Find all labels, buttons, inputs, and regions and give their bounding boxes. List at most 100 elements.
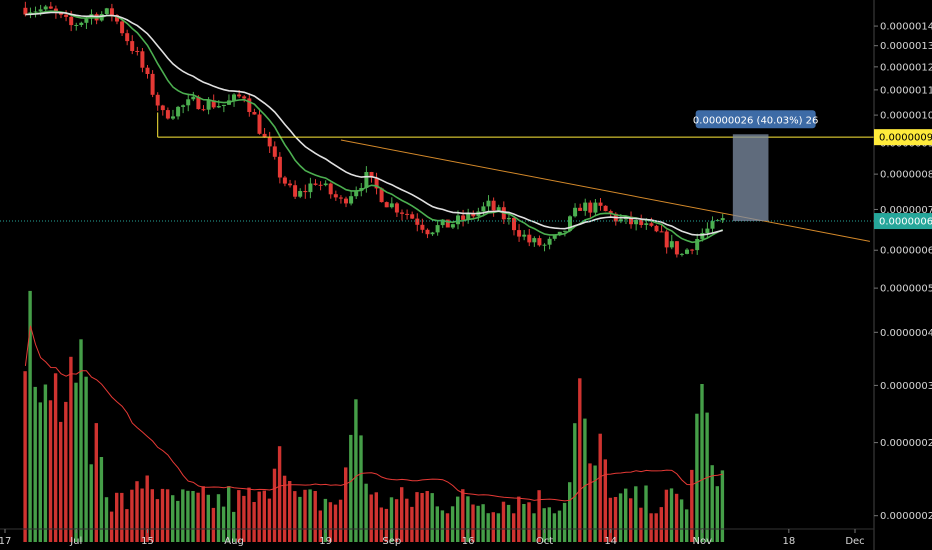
candle-body (664, 231, 669, 248)
candle-body (359, 188, 364, 191)
volume-bar (573, 423, 577, 542)
candle-body (257, 114, 262, 134)
y-tick-label: 0.00000044 (880, 328, 932, 339)
volume-bar (74, 382, 78, 542)
volume-bar (252, 502, 256, 542)
volume-bar (140, 488, 144, 542)
volume-bar (384, 508, 389, 542)
x-tick-label: 18 (782, 536, 795, 547)
candle-body (496, 207, 501, 211)
candle-body (506, 217, 511, 220)
volume-bar (440, 510, 445, 542)
volume-bar (389, 497, 394, 542)
volume-bar (522, 504, 526, 542)
volume-bar (313, 491, 317, 542)
candle-body (415, 218, 420, 225)
candle-body (461, 215, 466, 220)
candle-body (405, 213, 410, 215)
candle-body (583, 202, 588, 211)
volume-bar (165, 489, 170, 542)
volume-bar (639, 507, 643, 542)
volume-bar (445, 513, 450, 542)
volume-bar (624, 488, 628, 542)
candle-body (48, 6, 53, 9)
candle-body (313, 183, 318, 185)
candle-body (695, 239, 700, 251)
volume-bar (196, 492, 200, 542)
candle-body (435, 225, 440, 233)
candle-body (130, 41, 135, 51)
candle-body (674, 241, 679, 255)
candle-body (562, 230, 567, 232)
volume-bar (512, 513, 516, 542)
candle-body (267, 137, 272, 147)
volume-bar (608, 497, 613, 542)
ema-line-20 (25, 11, 723, 236)
volume-bar (69, 356, 73, 542)
volume-bar (369, 494, 373, 542)
candle-body (323, 183, 328, 186)
volume-bar (145, 475, 149, 542)
volume-bar (557, 510, 562, 542)
volume-bar (450, 506, 455, 542)
volume-bar (354, 399, 358, 542)
candle-body (242, 96, 247, 99)
candle-body (237, 94, 242, 97)
candle-body (59, 12, 63, 15)
candle-body (532, 238, 537, 243)
candle-body (252, 112, 257, 115)
candle-body (700, 233, 705, 239)
candle-body (125, 33, 130, 42)
candle-body (440, 219, 445, 226)
volume-bar (578, 378, 582, 542)
ema-layer (25, 10, 724, 244)
x-tick-label: 19 (319, 536, 332, 547)
candle-body (120, 21, 125, 34)
candle-body (160, 105, 165, 111)
volume-bar (28, 290, 32, 542)
volume-bar (247, 487, 251, 542)
candle-body (369, 172, 374, 178)
volume-bar (160, 488, 165, 542)
volume-bar (84, 376, 88, 542)
candle-body (191, 96, 196, 100)
candle-body (171, 116, 175, 119)
volume-bar (394, 499, 399, 542)
volume-bar (496, 513, 501, 542)
volume-bar (537, 490, 541, 542)
volume-bar (486, 513, 490, 542)
x-tick-label: Nov (693, 536, 713, 547)
volume-bar (715, 486, 719, 542)
current-price-tag-bg (874, 213, 932, 230)
candle-body (654, 225, 659, 232)
candle-body (456, 215, 460, 225)
volume-bar (618, 493, 623, 542)
volume-bar (629, 498, 633, 542)
candle-body (298, 191, 303, 197)
volume-bar (588, 463, 592, 542)
volume-bar (344, 467, 348, 542)
measure-box (732, 134, 769, 222)
volume-bar (94, 423, 98, 542)
candles-layer (23, 1, 725, 258)
candle-body (216, 106, 221, 108)
volume-bar (552, 513, 557, 542)
volume-bar (710, 465, 714, 542)
y-tick-label: 0.00000036 (880, 381, 932, 392)
volume-bar (64, 401, 68, 542)
candle-body (115, 15, 119, 22)
volume-bar (155, 499, 160, 542)
candle-body (364, 172, 369, 188)
volume-bar (115, 492, 119, 542)
x-axis[interactable]: 17 Jul 15 Aug 19 Sep 16 Oct 14 Nov 18 Dec (0, 528, 874, 547)
volume-bar (471, 504, 475, 542)
candle-body (165, 110, 170, 119)
candle-body (445, 219, 450, 228)
candle-body (333, 194, 338, 198)
candle-body (705, 228, 710, 233)
volume-bar (476, 505, 480, 542)
